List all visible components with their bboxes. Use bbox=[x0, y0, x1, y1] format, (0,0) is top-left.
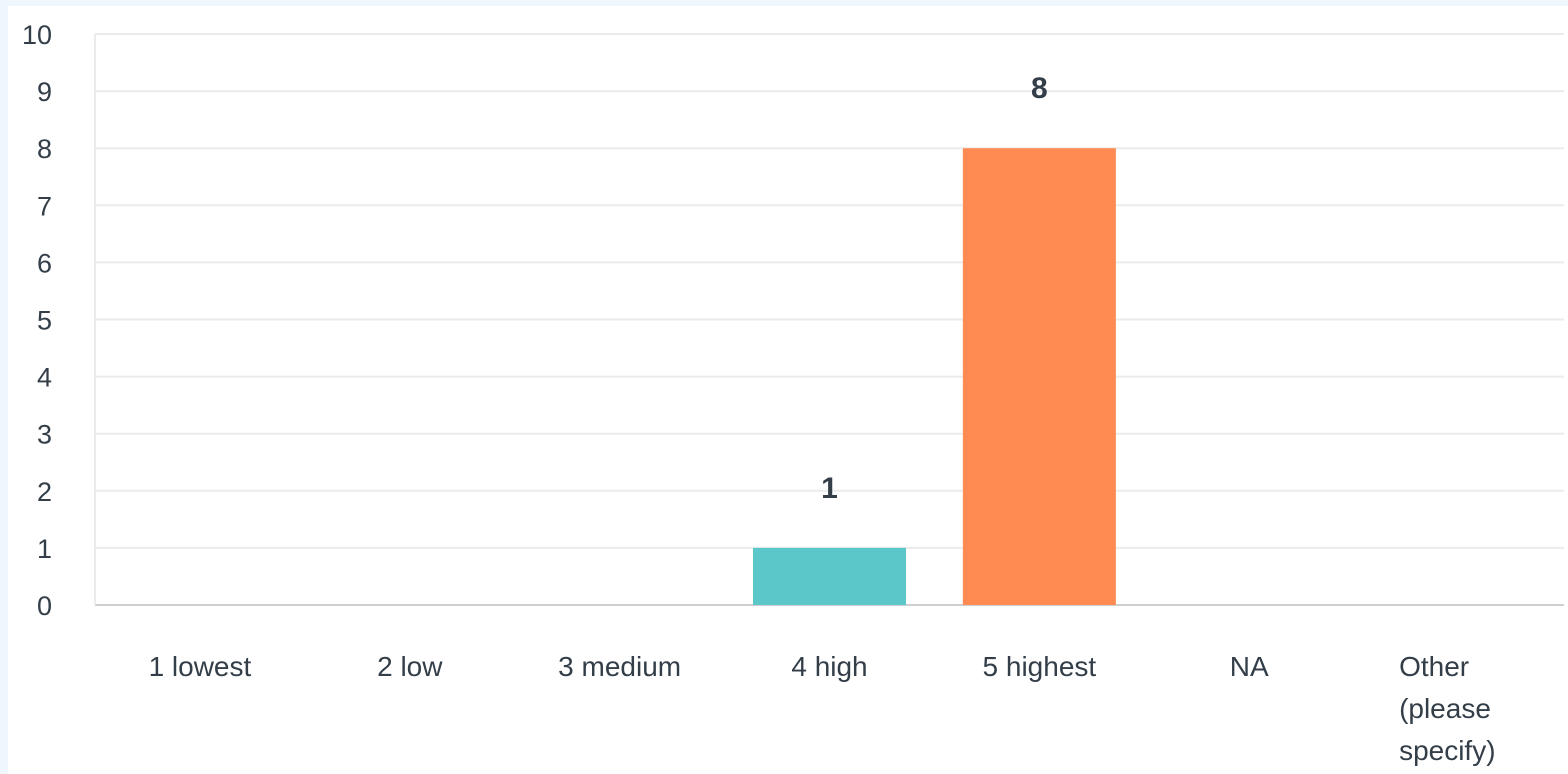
y-tick-label: 9 bbox=[37, 77, 52, 107]
data-labels: 18 bbox=[821, 72, 1048, 505]
y-tick-label: 2 bbox=[37, 477, 52, 507]
y-tick-label: 6 bbox=[37, 248, 52, 278]
y-tick-label: 7 bbox=[37, 191, 52, 221]
y-tick-label: 0 bbox=[37, 591, 52, 621]
y-tick-label: 1 bbox=[37, 534, 52, 564]
y-tick-label: 3 bbox=[37, 420, 52, 450]
gridlines bbox=[94, 33, 1564, 606]
y-tick-label: 4 bbox=[37, 363, 52, 393]
x-category-label: 2 low bbox=[377, 651, 443, 682]
bar[interactable] bbox=[753, 547, 906, 605]
x-category-label: NA bbox=[1230, 651, 1269, 682]
x-category-label: 1 lowest bbox=[149, 651, 252, 682]
x-category-label: 3 medium bbox=[558, 651, 681, 682]
x-category-label: 5 highest bbox=[983, 651, 1097, 682]
y-tick-label: 5 bbox=[37, 306, 52, 336]
y-tick-label: 10 bbox=[22, 20, 52, 50]
x-axis-categories: 1 lowest 2 low 3 medium 4 high 5 highest NA Ot… bbox=[149, 651, 1496, 766]
bar[interactable] bbox=[962, 148, 1116, 605]
data-label: 1 bbox=[821, 472, 838, 505]
y-tick-label: 8 bbox=[37, 134, 52, 164]
x-category-label: Other (please specify) bbox=[1399, 651, 1495, 766]
bars bbox=[753, 148, 1116, 605]
x-category-label: 4 high bbox=[791, 651, 867, 682]
chart-panel bbox=[8, 6, 1568, 774]
data-label: 8 bbox=[1031, 72, 1048, 105]
y-axis-ticks: 0 1 2 3 4 5 6 7 8 9 10 bbox=[22, 20, 52, 621]
